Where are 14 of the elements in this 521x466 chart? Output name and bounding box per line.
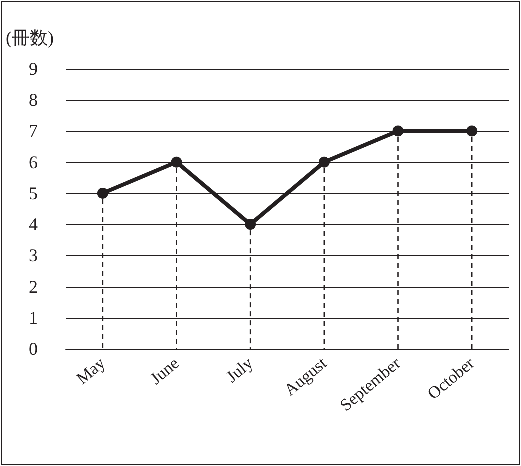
y-tick-label: 5: [29, 183, 38, 204]
y-tick-label: 7: [29, 121, 38, 142]
y-axis-title: (冊数): [6, 28, 54, 48]
y-tick-label: 3: [29, 246, 38, 266]
y-tick-label: 2: [29, 276, 38, 297]
x-tick-label: June: [146, 354, 183, 388]
x-tick-label: May: [72, 353, 110, 388]
x-tick-label: July: [222, 353, 258, 386]
y-tick-label: 9: [29, 59, 38, 79]
y-tick-label: 0: [29, 339, 38, 359]
y-tick-label: 6: [29, 152, 38, 172]
y-tick-label: 1: [29, 308, 38, 328]
y-tick-label: 8: [29, 90, 38, 110]
y-tick-label: 4: [29, 214, 38, 235]
